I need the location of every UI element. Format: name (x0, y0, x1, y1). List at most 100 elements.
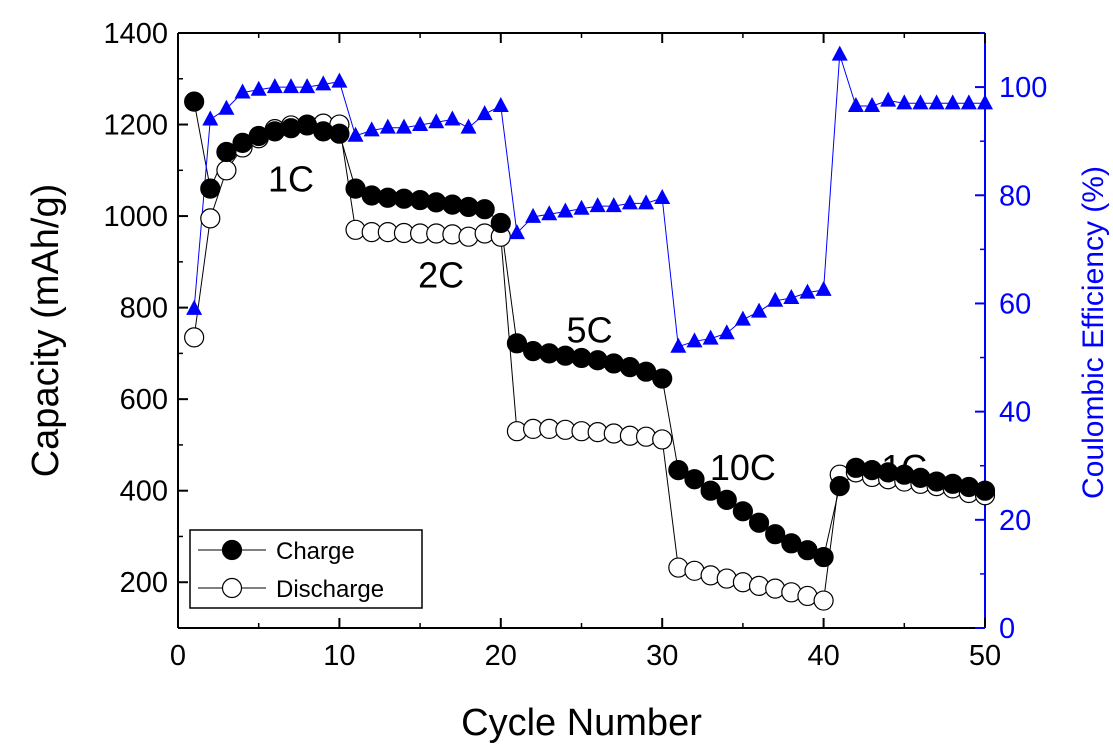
y-tick-label: 800 (120, 293, 168, 325)
x-tick-label: 30 (646, 640, 678, 672)
efficiency-point (944, 94, 961, 110)
efficiency-point (670, 337, 687, 353)
rate-annotations: 1C 2C 5C 10C 1C (268, 158, 927, 487)
efficiency-point (476, 105, 493, 121)
efficiency-point (896, 94, 913, 110)
rate-label: 10C (710, 447, 776, 488)
y-axis-title: Capacity (mAh/g) (25, 184, 67, 478)
y2-tick-label: 20 (999, 505, 1031, 537)
efficiency-point (815, 280, 832, 296)
discharge-point (184, 327, 205, 348)
efficiency-point (508, 224, 525, 240)
x-axis-title: Cycle Number (461, 702, 702, 744)
y2-tick-label: 100 (999, 72, 1047, 104)
efficiency-point (799, 283, 816, 299)
charge-point (829, 476, 850, 497)
efficiency-point (395, 118, 412, 134)
rate-label: 1C (881, 447, 927, 488)
legend-charge-label: Charge (276, 538, 355, 565)
efficiency-point (847, 97, 864, 113)
discharge-point (216, 160, 237, 181)
efficiency-point (831, 45, 848, 61)
efficiency-point (331, 72, 348, 88)
rate-label: 1C (268, 158, 314, 199)
efficiency-point (767, 291, 784, 307)
legend-discharge-label: Discharge (276, 576, 384, 603)
efficiency-point (864, 97, 881, 113)
efficiency-point (589, 197, 606, 213)
efficiency-point (734, 310, 751, 326)
charge-point (700, 480, 721, 501)
efficiency-point (460, 118, 477, 134)
efficiency-point (250, 80, 267, 96)
efficiency-point (557, 202, 574, 218)
charge-point (506, 333, 528, 354)
rate-label: 2C (418, 255, 464, 296)
efficiency-point (492, 97, 509, 113)
y2-tick-label: 40 (999, 397, 1031, 429)
y2-axis-title: Coulombic Efficiency (%) (1077, 166, 1110, 499)
coulombic-efficiency-line (193, 54, 985, 348)
charge-point (668, 459, 689, 481)
efficiency-point (783, 289, 800, 305)
legend-charge-marker (221, 539, 243, 561)
charge-point (716, 489, 737, 510)
rate-label: 5C (567, 310, 613, 351)
efficiency-point (266, 78, 283, 94)
efficiency-point (541, 205, 558, 221)
legend-discharge-marker (221, 577, 243, 599)
series-markers (184, 45, 996, 611)
charge-point (474, 199, 495, 220)
y-tick-label: 1400 (103, 18, 168, 50)
y-tick-label: 200 (120, 567, 168, 599)
efficiency-point (234, 83, 251, 99)
x-tick-label: 10 (323, 640, 355, 672)
x-tick-label: 0 (170, 640, 186, 672)
efficiency-point (621, 194, 638, 210)
axes: 0 10 20 30 40 50 200 400 600 800 1000 1200 1400 0 20 40… (25, 18, 1110, 744)
charge-point (329, 123, 350, 144)
charge-point (652, 368, 673, 389)
efficiency-point (702, 329, 719, 345)
efficiency-point (202, 110, 219, 126)
efficiency-point (605, 197, 622, 213)
efficiency-point (928, 94, 945, 110)
efficiency-point (412, 115, 429, 131)
y-tick-label: 1000 (103, 201, 168, 233)
y-tick-label: 600 (120, 384, 168, 416)
efficiency-point (960, 94, 977, 110)
x-tick-label: 50 (969, 640, 1001, 672)
efficiency-point (218, 99, 235, 115)
discharge-point (200, 208, 221, 229)
efficiency-point (654, 188, 671, 204)
charge-point (765, 524, 786, 545)
efficiency-point (186, 299, 203, 315)
y2-tick-label: 0 (999, 613, 1015, 645)
legend: Charge Discharge (189, 529, 423, 609)
efficiency-point (751, 302, 768, 318)
efficiency-point (444, 110, 461, 126)
y-tick-label: 1200 (103, 110, 168, 142)
x-tick-label: 40 (807, 640, 839, 672)
charge-point (200, 178, 221, 199)
charge-point (813, 546, 834, 568)
charge-point (732, 501, 754, 522)
efficiency-point (428, 113, 445, 129)
efficiency-point (638, 194, 655, 210)
charge-point (684, 469, 705, 490)
efficiency-point (573, 199, 590, 215)
efficiency-point (686, 332, 703, 348)
y2-tick-label: 80 (999, 180, 1031, 212)
efficiency-point (299, 78, 316, 94)
charge-point (184, 91, 205, 112)
y-tick-label: 400 (120, 476, 168, 508)
efficiency-point (379, 118, 396, 134)
discharge-point (652, 429, 673, 450)
efficiency-point (363, 121, 380, 137)
efficiency-point (525, 207, 542, 223)
efficiency-point (718, 324, 735, 340)
charge-point (748, 512, 770, 533)
efficiency-point (977, 94, 993, 110)
efficiency-point (912, 94, 929, 110)
